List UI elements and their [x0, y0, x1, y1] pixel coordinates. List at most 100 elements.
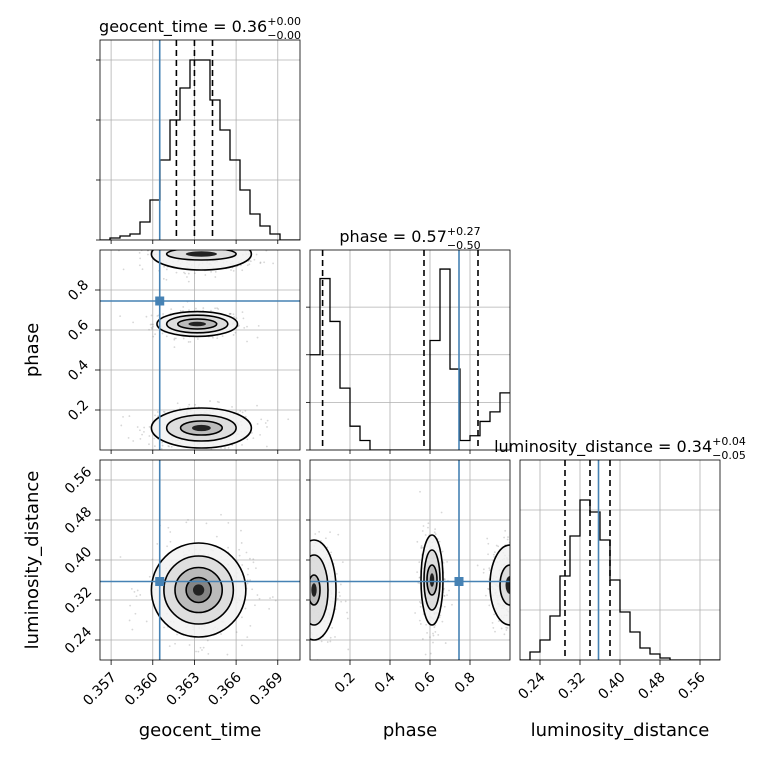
- scatter-point: [515, 570, 517, 572]
- histogram-geocent_time: [100, 40, 300, 240]
- scatter-point: [162, 410, 165, 413]
- scatter-point: [525, 577, 527, 579]
- scatter-point: [307, 579, 309, 581]
- scatter-point: [525, 601, 527, 603]
- scatter-point: [291, 632, 293, 634]
- histogram-bin: [610, 580, 620, 660]
- scatter-point: [434, 624, 436, 627]
- title-lower-error: −0.05: [712, 449, 746, 462]
- contour-line: [165, 250, 237, 261]
- scatter-point: [152, 323, 155, 326]
- scatter-point: [214, 242, 216, 244]
- scatter-point: [185, 521, 188, 524]
- scatter-point: [524, 604, 526, 606]
- density-core: [188, 321, 206, 327]
- scatter-point: [247, 567, 250, 570]
- scatter-point: [444, 642, 447, 644]
- scatter-point: [284, 594, 286, 596]
- scatter-point: [97, 252, 99, 254]
- scatter-point: [246, 325, 248, 328]
- scatter-point: [214, 244, 216, 246]
- scatter-point: [420, 602, 422, 604]
- scatter-point: [302, 531, 304, 533]
- scatter-point: [183, 244, 185, 246]
- scatter-point: [515, 603, 517, 605]
- scatter-point: [241, 644, 243, 647]
- panel-title-luminosity_distance: luminosity_distance = 0.34+0.04 −0.05: [494, 435, 746, 462]
- scatter-point: [145, 242, 147, 244]
- scatter-point: [302, 585, 304, 587]
- scatter-point: [495, 544, 498, 547]
- scatter-point: [522, 617, 524, 619]
- scatter-point: [129, 604, 132, 607]
- histogram-bin: [640, 648, 650, 660]
- scatter-point: [296, 626, 298, 628]
- scatter-point: [173, 338, 176, 341]
- scatter-point: [256, 594, 259, 596]
- scatter-point: [119, 556, 122, 558]
- scatter-point: [523, 595, 525, 597]
- scatter-point: [517, 552, 519, 554]
- scatter-point: [246, 264, 249, 267]
- scatter-point: [156, 543, 159, 545]
- scatter-point: [329, 636, 332, 639]
- scatter-point: [512, 585, 514, 587]
- scatter-point: [303, 560, 305, 562]
- scatter-point: [244, 415, 247, 418]
- scatter-point: [260, 418, 263, 421]
- scatter-point: [307, 602, 309, 604]
- scatter-point: [522, 565, 524, 567]
- scatter-point: [512, 552, 514, 554]
- scatter-point: [303, 586, 305, 588]
- histogram-bin: [140, 222, 150, 240]
- scatter-point: [193, 272, 196, 275]
- scatter-point: [202, 646, 205, 649]
- scatter-point: [148, 435, 151, 437]
- scatter-point: [143, 430, 145, 433]
- scatter-point: [526, 592, 528, 594]
- scatter-point: [443, 594, 446, 597]
- scatter-point: [131, 628, 134, 631]
- contour-line: [489, 544, 510, 626]
- scatter-point: [187, 246, 189, 248]
- scatter-point: [346, 617, 349, 620]
- scatter-point: [273, 630, 275, 632]
- scatter-point: [210, 270, 212, 273]
- x-tick-label: 0.32: [555, 669, 588, 702]
- contour-line: [165, 414, 237, 442]
- scatter-point: [306, 590, 308, 592]
- scatter-point: [182, 306, 185, 308]
- scatter-point: [202, 307, 205, 309]
- x-tick-label: 0.363: [164, 669, 204, 709]
- scatter-point: [335, 572, 338, 575]
- contour-line: [150, 250, 253, 271]
- scatter-point: [160, 247, 162, 249]
- scatter-point: [511, 604, 513, 606]
- density-core: [311, 583, 317, 597]
- panel-frame-diag-phase: [309, 249, 511, 451]
- scatter-point: [191, 248, 193, 250]
- scatter-point: [145, 315, 148, 318]
- scatter-point: [244, 237, 246, 239]
- x-tick-label: 0.2: [332, 669, 359, 696]
- scatter-point: [297, 573, 299, 575]
- scatter-point: [513, 613, 515, 615]
- scatter-point: [307, 593, 309, 595]
- scatter-point: [179, 309, 182, 312]
- scatter-point: [420, 547, 423, 550]
- y-tick-label: 0.56: [62, 464, 95, 497]
- histogram-bin: [260, 226, 270, 240]
- scatter-point: [487, 542, 490, 545]
- scatter-point: [232, 313, 235, 316]
- scatter-point: [213, 244, 215, 246]
- scatter-point: [148, 426, 151, 428]
- scatter-point: [429, 636, 431, 639]
- scatter-point: [138, 455, 140, 457]
- scatter-point: [188, 248, 190, 250]
- scatter-point: [294, 598, 296, 600]
- histogram-bin: [200, 60, 210, 240]
- scatter-point: [143, 426, 146, 429]
- x-tick-label: 0.369: [247, 669, 287, 709]
- scatter-point: [188, 244, 190, 246]
- scatter-point: [294, 553, 296, 555]
